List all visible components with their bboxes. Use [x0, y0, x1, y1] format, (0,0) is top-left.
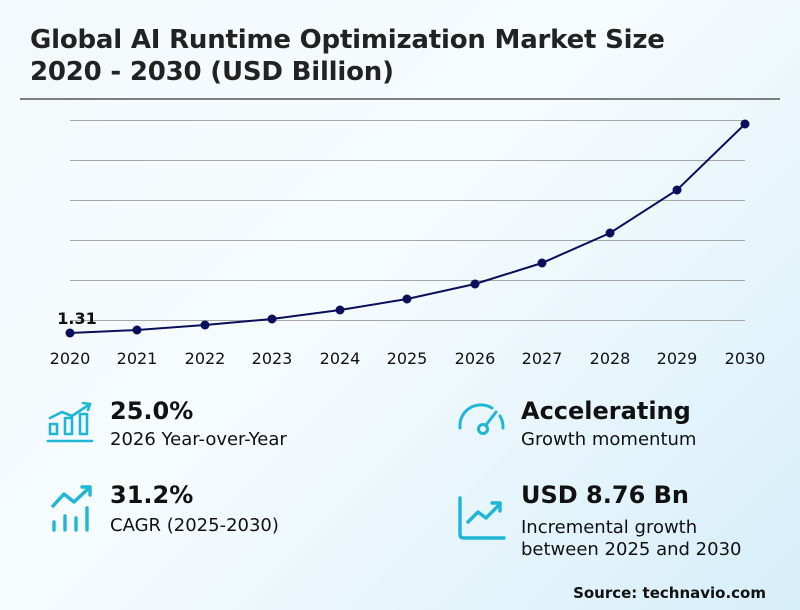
stat-label: Growth momentum [521, 429, 697, 450]
data-point [65, 328, 75, 338]
source-credit: Source: technavio.com [573, 584, 766, 602]
x-tick-label: 2027 [522, 349, 563, 368]
stat-label-line-2: between 2025 and 2030 [521, 539, 742, 560]
data-point [605, 228, 615, 238]
data-point [470, 279, 480, 289]
data-point [200, 320, 210, 330]
x-tick-label: 2030 [725, 349, 766, 368]
title-line-1: Global AI Runtime Optimization Market Si… [30, 25, 665, 55]
data-point [740, 119, 750, 129]
x-tick-label: 2028 [590, 349, 631, 368]
title-line-2: 2020 - 2030 (USD Billion) [30, 57, 394, 87]
x-tick-label: 2029 [657, 349, 698, 368]
data-point [672, 185, 682, 195]
stat-momentum: Accelerating Growth momentum [456, 397, 776, 458]
line-chart: 1.31 2020 2021 2022 2023 2024 2025 2026 … [50, 119, 766, 368]
data-point [402, 294, 412, 304]
first-value-label: 1.31 [57, 309, 96, 328]
gridlines [70, 120, 745, 321]
speedometer-icon [458, 403, 505, 435]
x-tick-label: 2022 [185, 349, 226, 368]
bar-chart-growth-icon [46, 401, 94, 443]
data-points [65, 119, 750, 338]
stat-value: 25.0% [110, 397, 194, 425]
data-point [537, 258, 547, 268]
stat-value: Accelerating [521, 397, 691, 425]
x-tick-label: 2023 [252, 349, 293, 368]
x-tick-label: 2021 [117, 349, 158, 368]
data-point [335, 305, 345, 315]
trend-up-bars-icon [51, 485, 92, 532]
stat-label: CAGR (2025-2030) [110, 515, 279, 536]
title-divider [20, 98, 780, 100]
data-point [132, 325, 142, 335]
x-axis-labels: 2020 2021 2022 2023 2024 2025 2026 2027 … [50, 349, 766, 368]
stat-value: USD 8.76 Bn [521, 481, 689, 509]
stat-cagr: 31.2% CAGR (2025-2030) [50, 481, 350, 542]
stat-incremental-growth: USD 8.76 Bn Incremental growth between 2… [456, 481, 786, 562]
stat-value: 31.2% [110, 481, 194, 509]
stat-label-line-1: Incremental growth [521, 517, 698, 538]
line-chart-growth-icon [458, 496, 506, 540]
x-tick-label: 2025 [387, 349, 428, 368]
data-point [267, 314, 277, 324]
stat-yoy: 25.0% 2026 Year-over-Year [46, 397, 346, 458]
x-tick-label: 2020 [50, 349, 91, 368]
x-tick-label: 2026 [455, 349, 496, 368]
chart-title: Global AI Runtime Optimization Market Si… [30, 24, 665, 88]
x-tick-label: 2024 [320, 349, 361, 368]
stat-label: 2026 Year-over-Year [110, 429, 287, 450]
